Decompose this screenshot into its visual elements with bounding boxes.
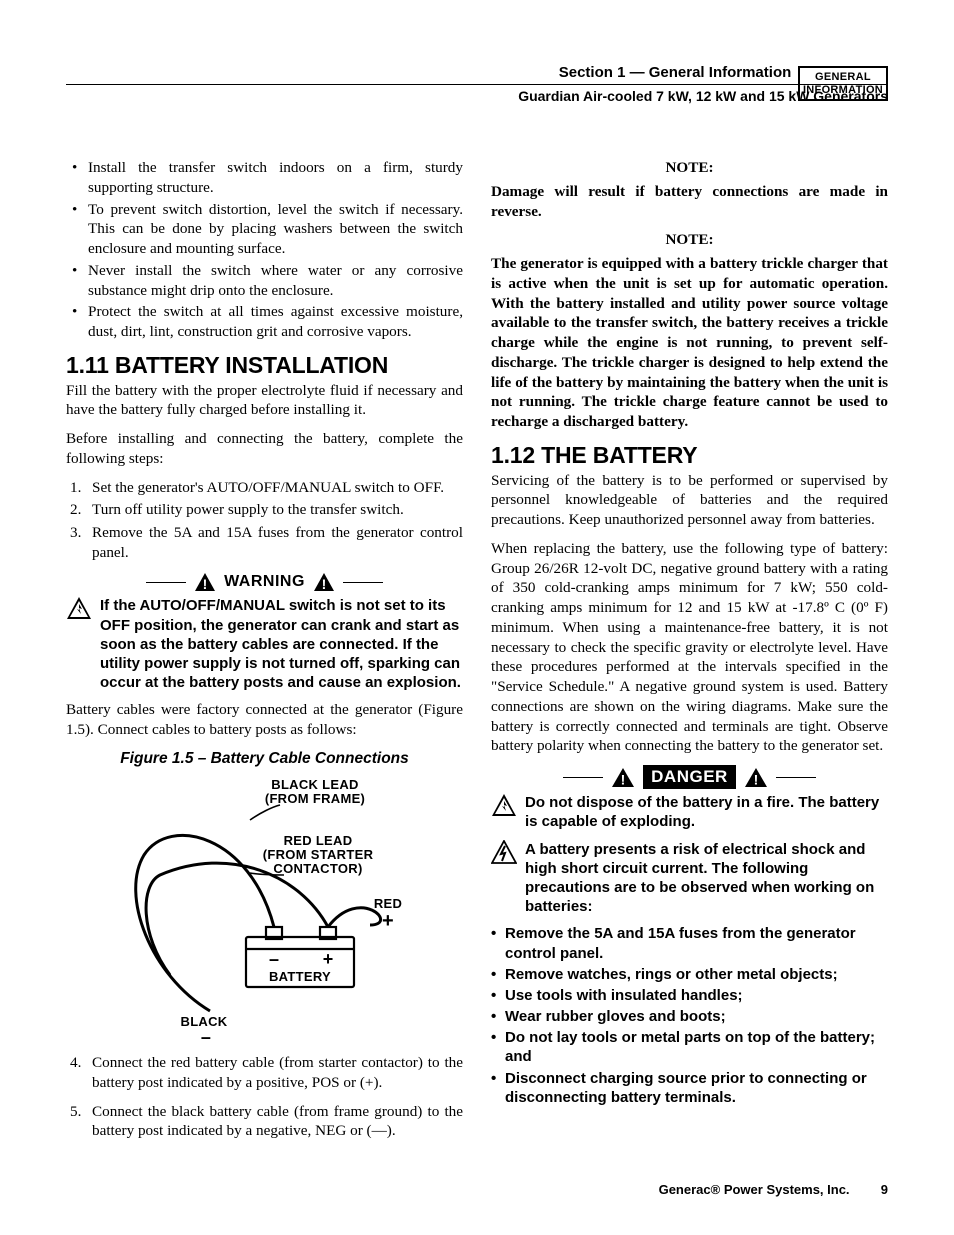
warning-bar: ! WARNING ! [66,572,463,593]
warning-label: WARNING [224,572,305,593]
list-item: Turn off utility power supply to the tra… [66,500,463,520]
danger-label: DANGER [643,765,736,789]
danger-block-1: Do not dispose of the battery in a fire.… [491,793,888,831]
svg-text:–: – [268,949,278,969]
figure-1-5: BLACK LEAD (FROM FRAME) RED LEAD (FROM S… [66,775,463,1047]
tab-line1: GENERAL [800,71,886,84]
step-4: Connect the red battery cable (from star… [66,1053,463,1093]
warning-text: If the AUTO/OFF/MANUAL switch is not set… [100,596,463,692]
list-item: Protect the switch at all times against … [66,302,463,342]
danger-text: Do not dispose of the battery in a fire.… [525,793,888,831]
list-item: Remove watches, rings or other metal obj… [491,965,888,984]
svg-text:(FROM STARTER: (FROM STARTER [262,847,373,862]
step-5: Connect the black battery cable (from fr… [66,1102,463,1142]
body-text: Before installing and connecting the bat… [66,429,463,469]
note-heading: NOTE: [491,230,888,250]
note-text: Damage will result if battery connection… [491,182,888,222]
svg-text:BATTERY: BATTERY [268,969,330,984]
danger-text: A battery presents a risk of electrical … [525,840,888,917]
danger-triangle-icon: ! [611,767,635,788]
list-item: Never install the switch where water or … [66,261,463,301]
list-item: Remove the 5A and 15A fuses from the gen… [491,924,888,962]
footer-brand: Generac® Power Systems, Inc. [659,1182,850,1197]
svg-text:!: ! [753,771,758,787]
figure-caption: Figure 1.5 – Battery Cable Connections [66,749,463,769]
svg-text:+: + [382,910,394,932]
install-bullets: Install the transfer switch indoors on a… [66,158,463,342]
list-item: Connect the black battery cable (from fr… [66,1102,463,1142]
warning-triangle-icon: ! [194,572,216,592]
list-item: Disconnect charging source prior to conn… [491,1069,888,1107]
svg-text:!: ! [203,576,208,592]
danger-bar: ! DANGER ! [491,765,888,789]
explosion-hazard-icon [491,793,517,831]
list-item: Do not lay tools or metal parts on top o… [491,1028,888,1066]
svg-text:–: – [200,1027,210,1047]
body-text: Servicing of the battery is to be perfor… [491,471,888,530]
list-item: Install the transfer switch indoors on a… [66,158,463,198]
list-item: Set the generator's AUTO/OFF/MANUAL swit… [66,478,463,498]
shock-hazard-icon [491,840,517,917]
svg-text:!: ! [621,771,626,787]
danger-block-2: A battery presents a risk of electrical … [491,840,888,917]
danger-bullets: Remove the 5A and 15A fuses from the gen… [491,924,888,1107]
side-tab: GENERAL INFORMATION [798,66,888,101]
page-header: Section 1 — General Information Guardian… [66,63,888,105]
note-text: The generator is equipped with a battery… [491,254,888,432]
svg-text:CONTACTOR): CONTACTOR) [273,861,362,876]
list-item: Wear rubber gloves and boots; [491,1007,888,1026]
tab-line2: INFORMATION [800,84,886,97]
page-number: 9 [864,1182,888,1199]
steps-1-3: Set the generator's AUTO/OFF/MANUAL swit… [66,478,463,563]
content-columns: Install the transfer switch indoors on a… [66,158,888,1161]
svg-text:(FROM FRAME): (FROM FRAME) [264,791,364,806]
heading-1-12: 1.12 THE BATTERY [491,441,888,471]
footer: Generac® Power Systems, Inc. 9 [66,1182,888,1199]
svg-text:+: + [322,949,333,969]
body-text: Fill the battery with the proper electro… [66,381,463,421]
svg-text:RED LEAD: RED LEAD [283,833,352,848]
heading-1-11: 1.11 BATTERY INSTALLATION [66,351,463,381]
warning-triangle-icon: ! [313,572,335,592]
svg-text:!: ! [322,576,327,592]
list-item: To prevent switch distortion, level the … [66,200,463,259]
body-text: When replacing the battery, use the foll… [491,539,888,756]
note-heading: NOTE: [491,158,888,178]
warning-block: If the AUTO/OFF/MANUAL switch is not set… [66,596,463,692]
list-item: Connect the red battery cable (from star… [66,1053,463,1093]
explosion-hazard-icon [66,596,92,692]
svg-text:RED: RED [373,896,401,911]
svg-text:BLACK LEAD: BLACK LEAD [271,777,359,792]
body-text: Battery cables were factory connected at… [66,700,463,740]
danger-triangle-icon: ! [744,767,768,788]
list-item: Use tools with insulated handles; [491,986,888,1005]
list-item: Remove the 5A and 15A fuses from the gen… [66,523,463,563]
